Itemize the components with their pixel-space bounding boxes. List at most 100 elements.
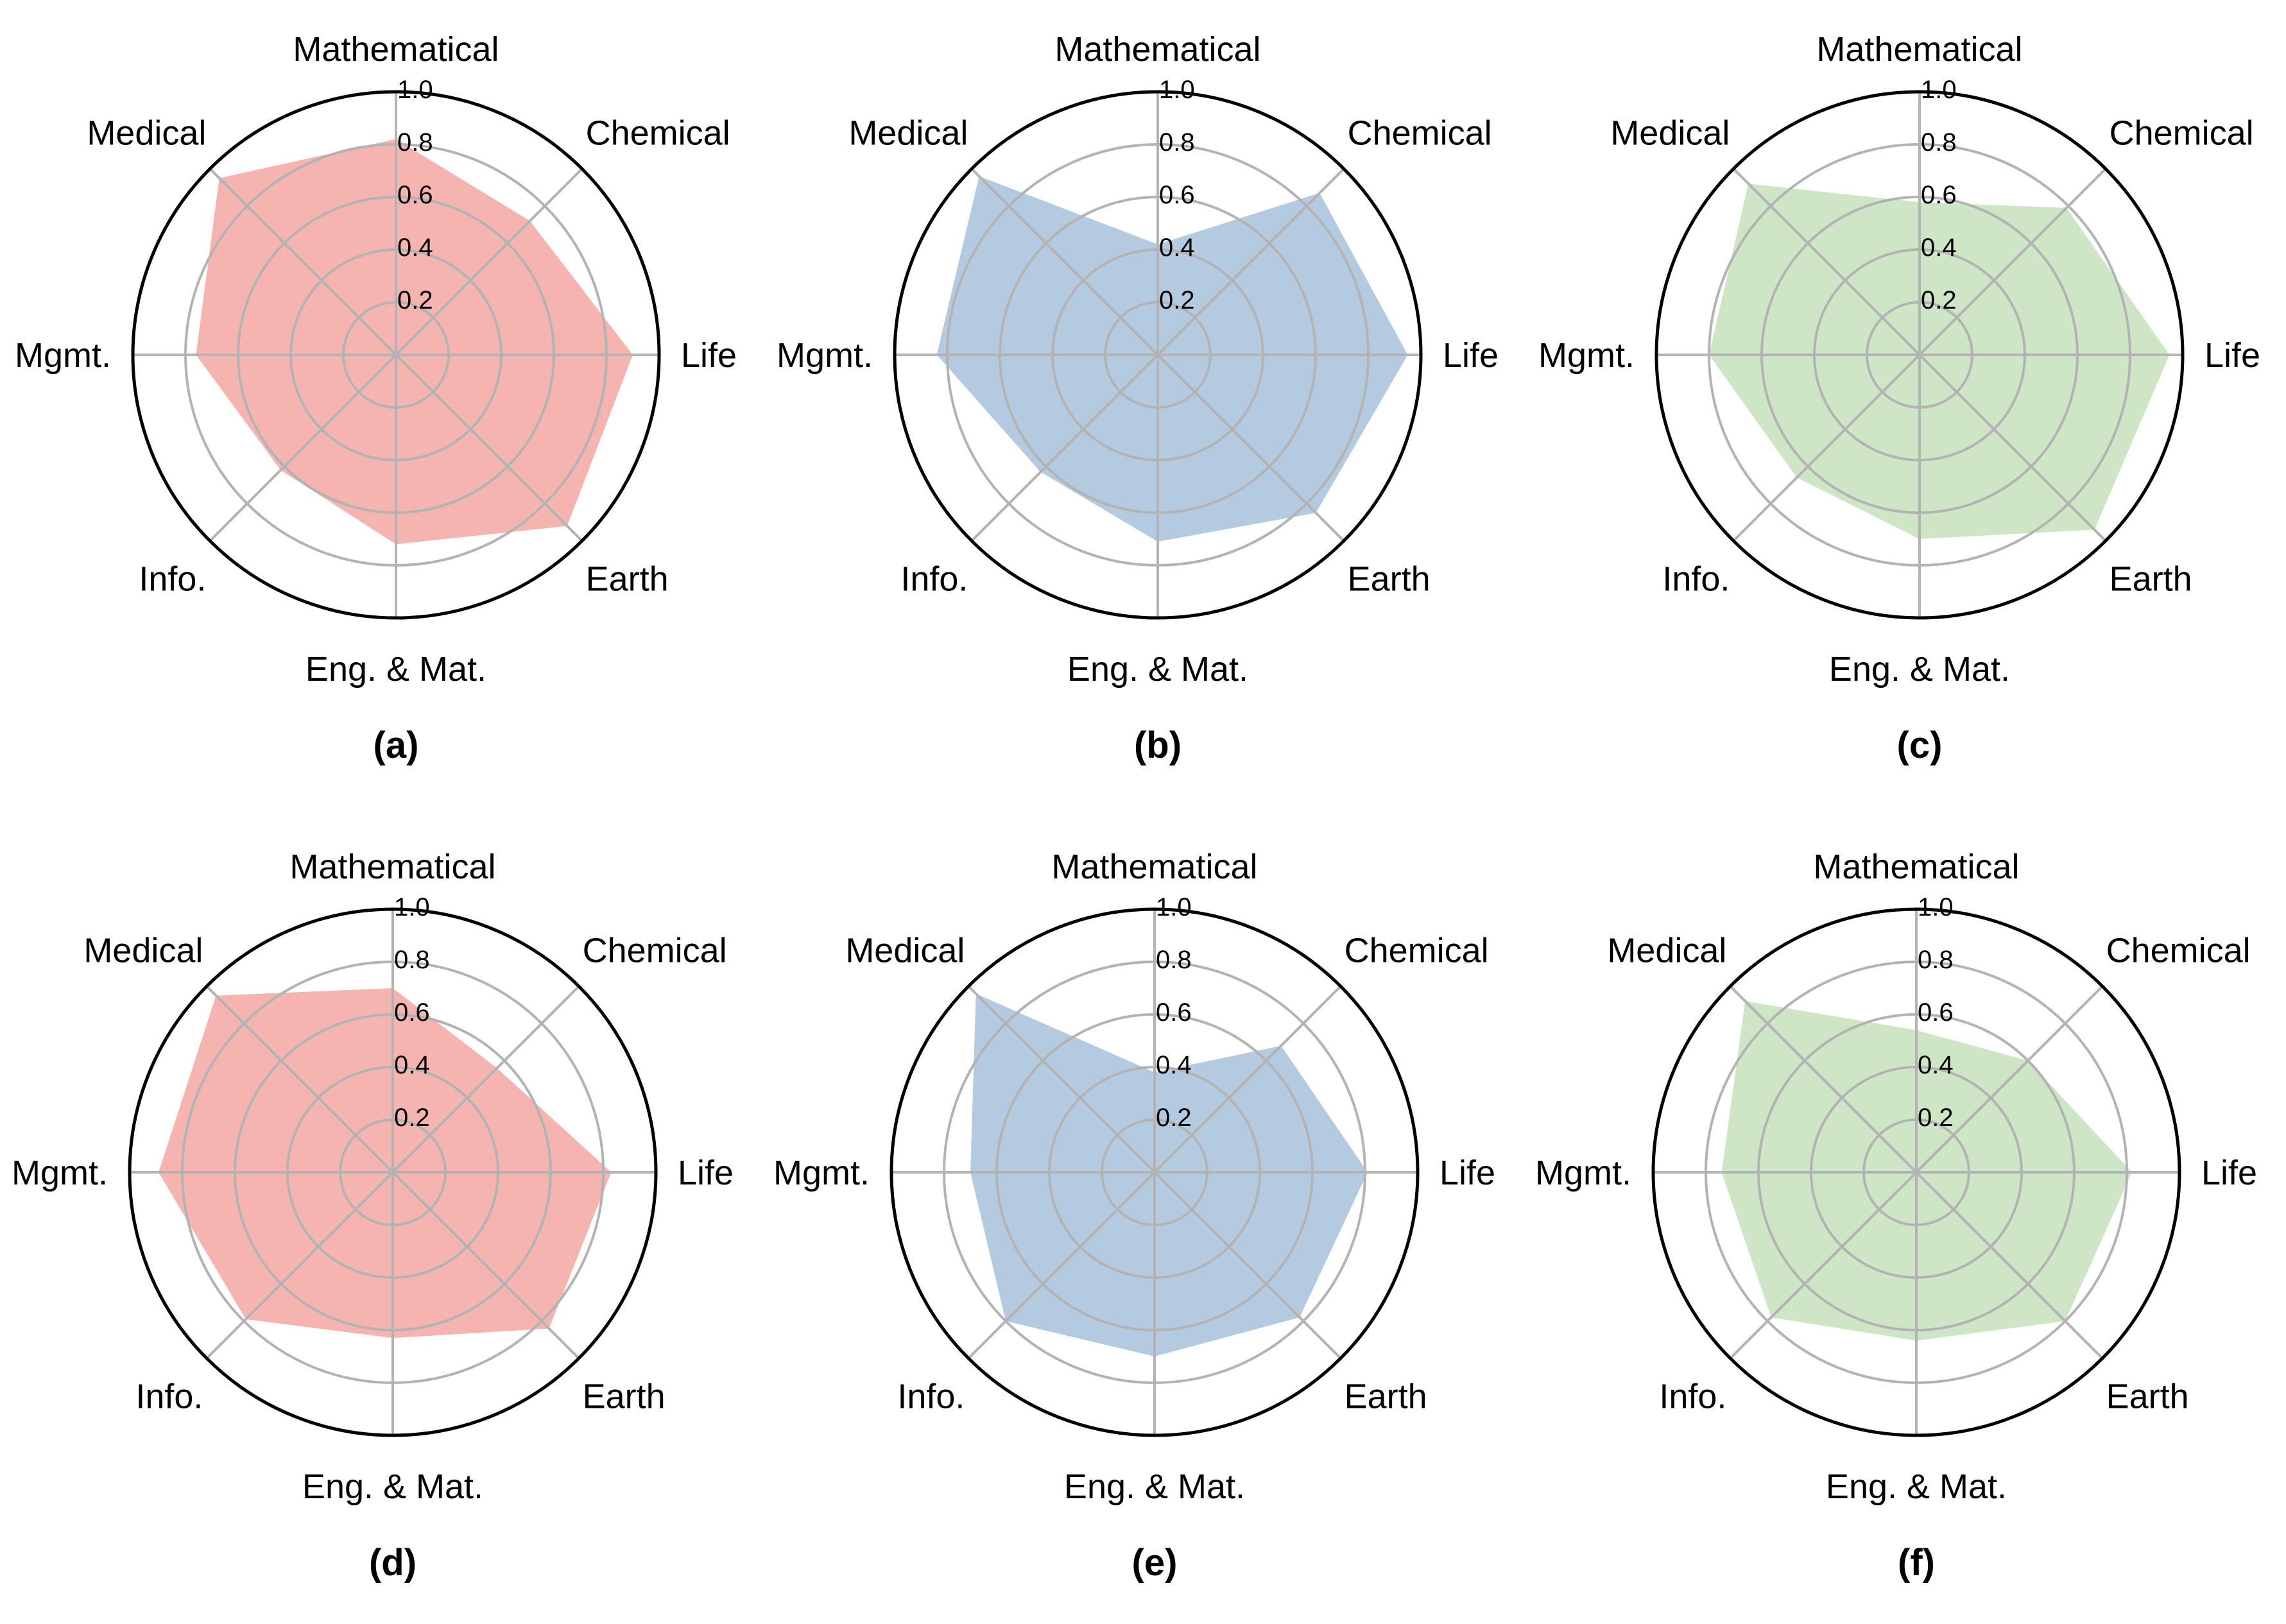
panel-label: (d) — [369, 1542, 417, 1584]
r-tick-label: 0.2 — [1921, 286, 1957, 314]
category-label: Earth — [583, 1378, 666, 1416]
radar-data-area — [196, 139, 633, 545]
spoke — [205, 985, 394, 1174]
r-tick-label: 0.2 — [1156, 1104, 1192, 1132]
r-tick-label: 0.8 — [1159, 128, 1195, 157]
category-label: Mathematical — [1813, 848, 2019, 886]
category-label: Mathematical — [293, 30, 499, 69]
category-label: Mathematical — [1816, 30, 2022, 69]
spoke — [1915, 985, 2104, 1174]
category-label: Eng. & Mat. — [1064, 1467, 1245, 1506]
spoke — [205, 1171, 394, 1360]
spoke — [1156, 354, 1345, 542]
category-label: Info. — [897, 1378, 965, 1416]
radar-data-area — [936, 176, 1408, 542]
category-label: Chemical — [1348, 114, 1492, 152]
category-label: Info. — [1662, 560, 1730, 599]
category-label: Medical — [87, 114, 206, 152]
r-tick-label: 1.0 — [397, 76, 433, 104]
r-tick-label: 1.0 — [1159, 76, 1195, 104]
outer-ring — [131, 90, 661, 620]
category-label: Eng. & Mat. — [302, 1467, 483, 1506]
r-tick-label: 0.8 — [1156, 946, 1192, 974]
radar-data-area — [1721, 1001, 2133, 1341]
r-tick-label: 0.6 — [394, 998, 430, 1027]
r-tick-label: 0.6 — [397, 181, 433, 209]
category-label: Life — [2204, 336, 2260, 375]
category-label: Mgmt. — [773, 1154, 870, 1192]
r-tick-label: 1.0 — [1918, 893, 1954, 921]
spoke — [970, 354, 1159, 542]
category-label: Medical — [1607, 931, 1726, 970]
panel-label: (a) — [374, 724, 419, 766]
outer-ring — [128, 907, 658, 1437]
category-label: Medical — [1610, 114, 1730, 152]
panel-label: (b) — [1134, 724, 1182, 766]
outer-ring — [893, 90, 1423, 620]
r-tick-label: 0.8 — [394, 946, 430, 974]
category-label: Earth — [2110, 560, 2192, 599]
outer-ring — [1654, 90, 2185, 620]
radar-panel: 0.2 0.4 0.6 0.8 1.0 Mathematical Chemical Life E… — [773, 848, 1495, 1584]
r-tick-label: 0.2 — [1918, 1104, 1954, 1132]
category-label: Life — [2201, 1154, 2257, 1192]
r-tick-label: 0.2 — [397, 286, 433, 314]
category-label: Mathematical — [1051, 848, 1257, 886]
category-label: Earth — [1348, 560, 1431, 599]
spoke — [1153, 1171, 1342, 1360]
radar-panel: 0.2 0.4 0.6 0.8 1.0 Mathematical Chemical Life E… — [1538, 30, 2260, 766]
category-label: Chemical — [1345, 931, 1489, 970]
category-label: Life — [1443, 336, 1499, 375]
r-tick-label: 1.0 — [1921, 76, 1957, 104]
category-label: Eng. & Mat. — [1067, 650, 1248, 688]
category-label: Info. — [135, 1378, 203, 1416]
category-label: Mgmt. — [1535, 1154, 1631, 1192]
category-label: Earth — [586, 560, 669, 599]
spoke — [967, 1171, 1156, 1360]
spoke — [1918, 354, 2107, 542]
spoke — [1915, 1171, 2104, 1360]
r-tick-label: 1.0 — [394, 893, 430, 921]
category-label: Info. — [1659, 1378, 1726, 1416]
category-label: Medical — [83, 931, 203, 970]
category-label: Eng. & Mat. — [1826, 1467, 2007, 1506]
radar-panel: 0.2 0.4 0.6 0.8 1.0 Mathematical Chemical Life E… — [12, 848, 734, 1584]
spoke — [1153, 985, 1342, 1174]
spoke — [1732, 167, 1921, 356]
spoke — [967, 985, 1156, 1174]
category-label: Info. — [900, 560, 968, 599]
r-tick-label: 0.4 — [1159, 234, 1195, 262]
radar-panel: 0.2 0.4 0.6 0.8 1.0 Mathematical Chemical Life E… — [777, 30, 1499, 766]
category-label: Mgmt. — [15, 336, 111, 375]
r-tick-label: 0.6 — [1156, 998, 1192, 1027]
category-label: Earth — [1345, 1378, 1427, 1416]
panel-label: (e) — [1132, 1542, 1178, 1584]
spoke — [1729, 1171, 1918, 1360]
category-label: Eng. & Mat. — [305, 650, 486, 688]
spoke — [970, 167, 1159, 356]
category-label: Mgmt. — [777, 336, 873, 375]
panel-label: (f) — [1898, 1542, 1935, 1584]
category-label: Mgmt. — [12, 1154, 108, 1192]
category-label: Medical — [848, 114, 968, 152]
spoke — [391, 985, 580, 1174]
spoke — [395, 167, 583, 356]
category-label: Chemical — [586, 114, 730, 152]
category-label: Chemical — [2106, 931, 2251, 970]
r-tick-label: 0.4 — [397, 234, 433, 262]
r-tick-label: 0.6 — [1918, 998, 1954, 1027]
r-tick-label: 1.0 — [1156, 893, 1192, 921]
r-tick-label: 0.8 — [397, 128, 433, 157]
radar-panel: 0.2 0.4 0.6 0.8 1.0 Mathematical Chemical Life E… — [15, 30, 737, 766]
spoke — [1729, 985, 1918, 1174]
category-label: Mgmt. — [1538, 336, 1635, 375]
spoke — [391, 1171, 580, 1360]
r-tick-label: 0.4 — [1921, 234, 1957, 262]
r-tick-label: 0.4 — [394, 1051, 430, 1079]
category-label: Earth — [2106, 1378, 2189, 1416]
outer-ring — [1651, 907, 2181, 1437]
r-tick-label: 0.6 — [1159, 181, 1195, 209]
spoke — [1918, 167, 2107, 356]
spoke — [209, 167, 397, 356]
